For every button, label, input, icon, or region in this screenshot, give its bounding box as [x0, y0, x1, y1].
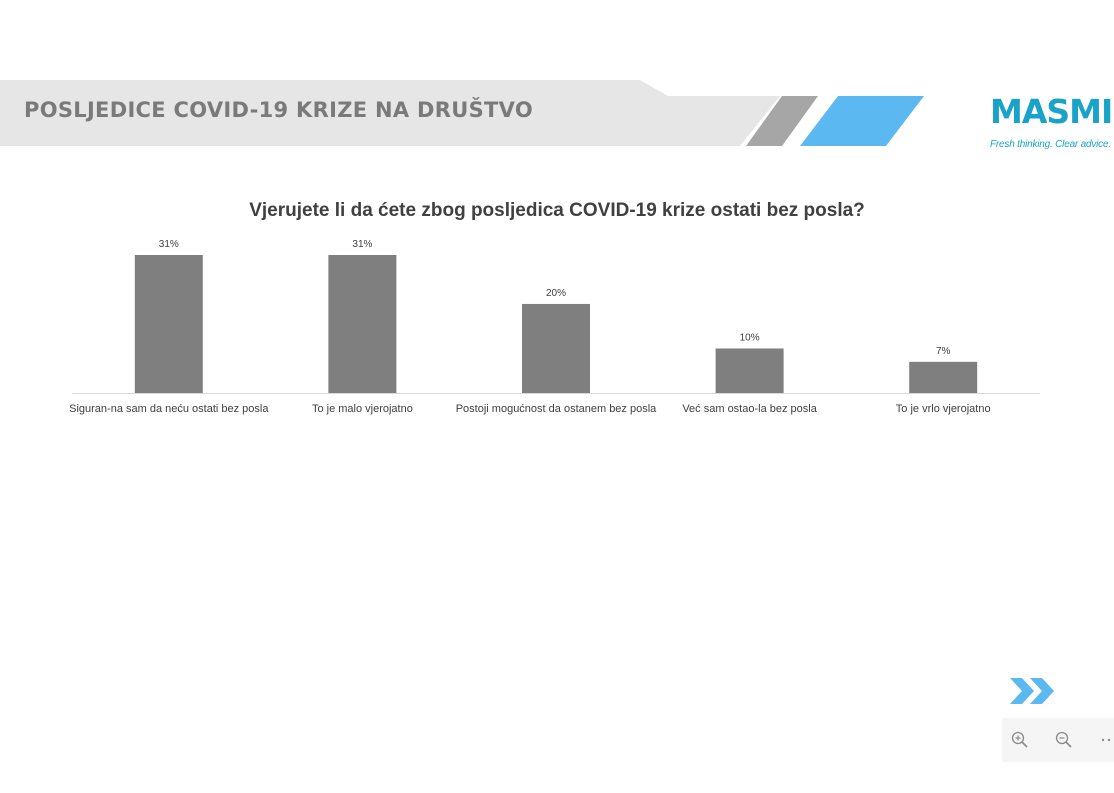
page-title: POSLJEDICE COVID-19 KRIZE NA DRUŠTVO	[24, 98, 533, 122]
zoom-in-icon[interactable]	[1010, 730, 1030, 750]
data-label: 31%	[159, 239, 179, 250]
bar	[134, 255, 203, 393]
bar	[715, 348, 784, 393]
bar	[328, 255, 397, 393]
data-label: 20%	[546, 288, 566, 299]
bar	[909, 361, 978, 393]
category-label: To je malo vjerojatno	[312, 403, 413, 415]
zoom-out-icon[interactable]	[1054, 730, 1074, 750]
banner-gray-stripe	[746, 96, 818, 146]
chart-title: Vjerujete li da ćete zbog posljedica COV…	[249, 200, 865, 221]
category-label: Već sam ostao-la bez posla	[682, 403, 817, 415]
data-label: 10%	[740, 332, 760, 343]
bar	[522, 303, 590, 393]
logo-wordmark: MASMI	[990, 92, 1113, 131]
category-label: Siguran-na sam da neću ostati bez posla	[69, 403, 269, 415]
category-label: To je vrlo vjerojatno	[896, 403, 991, 415]
data-label: 31%	[352, 239, 372, 250]
masmi-logo: MASMI Fresh thinking. Clear advice.	[988, 92, 1113, 154]
logo-tagline: Fresh thinking. Clear advice.	[990, 139, 1111, 150]
more-icon[interactable]	[1100, 730, 1114, 750]
header-banner	[0, 80, 924, 146]
double-chevron-right-icon[interactable]	[1008, 676, 1058, 706]
banner-background	[0, 80, 780, 146]
banner-blue-stripe	[800, 96, 924, 146]
zoom-toolbar	[1002, 718, 1114, 762]
data-label: 7%	[936, 346, 951, 357]
category-label: Postoji mogućnost da ostanem bez posla	[456, 403, 657, 415]
